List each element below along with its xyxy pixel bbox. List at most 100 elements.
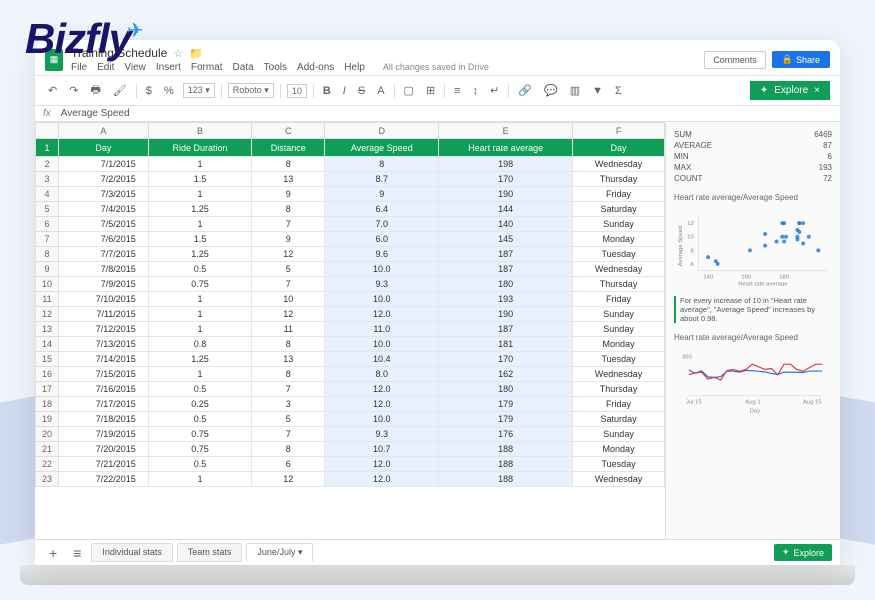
fill-color-icon[interactable]: ▢ [401, 82, 417, 99]
cell[interactable]: Saturday [573, 412, 665, 427]
header-cell[interactable]: Distance [252, 139, 325, 157]
cell[interactable]: 198 [439, 157, 573, 172]
cell[interactable]: 7/14/2015 [59, 352, 149, 367]
cell[interactable]: Thursday [573, 382, 665, 397]
cell[interactable]: 7 [252, 382, 325, 397]
cell[interactable]: 188 [439, 472, 573, 487]
col-header[interactable]: E [439, 123, 573, 139]
row-header[interactable]: 5 [36, 202, 59, 217]
cell[interactable]: 190 [439, 307, 573, 322]
cell[interactable]: Friday [573, 397, 665, 412]
cell[interactable]: 1 [148, 292, 251, 307]
cell[interactable]: 176 [439, 427, 573, 442]
cell[interactable]: Sunday [573, 307, 665, 322]
cell[interactable]: 10.0 [325, 412, 439, 427]
sheet-tab[interactable]: Individual stats [91, 543, 173, 562]
cell[interactable]: 0.8 [148, 337, 251, 352]
cell[interactable]: 8 [252, 442, 325, 457]
cell[interactable]: 12 [252, 472, 325, 487]
cell[interactable]: 0.75 [148, 277, 251, 292]
menu-insert[interactable]: Insert [156, 62, 181, 73]
col-header[interactable]: D [325, 123, 439, 139]
align-icon[interactable]: ≡ [451, 83, 463, 99]
row-header[interactable]: 22 [36, 457, 59, 472]
cell[interactable]: 180 [439, 277, 573, 292]
currency-icon[interactable]: $ [143, 83, 155, 99]
col-header[interactable]: B [148, 123, 251, 139]
undo-icon[interactable]: ↶ [45, 82, 60, 99]
cell[interactable]: 8 [252, 157, 325, 172]
cell[interactable]: 0.5 [148, 412, 251, 427]
cell[interactable]: Tuesday [573, 457, 665, 472]
cell[interactable]: Tuesday [573, 352, 665, 367]
cell[interactable]: 7/10/2015 [59, 292, 149, 307]
star-icon[interactable]: ☆ [173, 47, 183, 60]
cell[interactable]: 7 [252, 217, 325, 232]
cell[interactable]: 9 [325, 187, 439, 202]
cell[interactable]: 12 [252, 247, 325, 262]
cell[interactable]: 9.3 [325, 277, 439, 292]
header-cell[interactable]: Average Speed [325, 139, 439, 157]
cell[interactable]: Sunday [573, 427, 665, 442]
strike-icon[interactable]: S [355, 83, 368, 99]
cell[interactable]: 8 [252, 367, 325, 382]
cell[interactable]: Wednesday [573, 262, 665, 277]
cell[interactable]: 7/22/2015 [59, 472, 149, 487]
explore-button[interactable]: ✦ Explore [774, 544, 832, 561]
menu-tools[interactable]: Tools [264, 62, 287, 73]
valign-icon[interactable]: ↕ [470, 83, 482, 99]
cell[interactable]: 1 [148, 472, 251, 487]
italic-icon[interactable]: I [340, 83, 349, 99]
cell[interactable]: 10 [252, 292, 325, 307]
row-header[interactable]: 18 [36, 397, 59, 412]
bold-icon[interactable]: B [320, 83, 334, 99]
filter-icon[interactable]: ▼ [589, 83, 606, 99]
text-color-icon[interactable]: A [374, 83, 387, 99]
row-header[interactable]: 1 [36, 139, 59, 157]
cell[interactable]: Monday [573, 442, 665, 457]
cell[interactable]: 7/6/2015 [59, 232, 149, 247]
cell[interactable]: 5 [252, 262, 325, 277]
row-header[interactable]: 20 [36, 427, 59, 442]
cell[interactable]: Saturday [573, 202, 665, 217]
chart-icon[interactable]: ▥ [567, 82, 583, 99]
row-header[interactable]: 4 [36, 187, 59, 202]
font-size[interactable]: 10 [287, 84, 307, 98]
cell[interactable]: 7/9/2015 [59, 277, 149, 292]
cell[interactable]: Friday [573, 292, 665, 307]
row-header[interactable]: 14 [36, 337, 59, 352]
functions-icon[interactable]: Σ [612, 83, 625, 99]
cell[interactable]: 9 [252, 232, 325, 247]
menu-file[interactable]: File [71, 62, 87, 73]
cell[interactable]: 7 [252, 427, 325, 442]
row-header[interactable]: 6 [36, 217, 59, 232]
cell[interactable]: 8.7 [325, 172, 439, 187]
row-header[interactable]: 19 [36, 412, 59, 427]
cell[interactable]: 187 [439, 247, 573, 262]
cell[interactable]: 11 [252, 322, 325, 337]
cell[interactable]: 1.25 [148, 247, 251, 262]
cell[interactable]: 8 [325, 157, 439, 172]
cell[interactable]: 9.6 [325, 247, 439, 262]
menu-view[interactable]: View [124, 62, 146, 73]
cell[interactable]: 7/8/2015 [59, 262, 149, 277]
header-cell[interactable]: Day [573, 139, 665, 157]
cell[interactable]: Thursday [573, 277, 665, 292]
cell[interactable]: 8 [252, 202, 325, 217]
cell[interactable]: Thursday [573, 172, 665, 187]
cell[interactable]: 7/1/2015 [59, 157, 149, 172]
cell[interactable]: 7/2/2015 [59, 172, 149, 187]
row-header[interactable]: 3 [36, 172, 59, 187]
cell[interactable]: 0.5 [148, 382, 251, 397]
cell[interactable]: 3 [252, 397, 325, 412]
cell[interactable]: 180 [439, 382, 573, 397]
cell[interactable]: 12.0 [325, 382, 439, 397]
spreadsheet-area[interactable]: ABCDEF1DayRide DurationDistanceAverage S… [35, 122, 665, 539]
cell[interactable]: 12.0 [325, 307, 439, 322]
header-cell[interactable]: Day [59, 139, 149, 157]
row-header[interactable]: 2 [36, 157, 59, 172]
cell[interactable]: 188 [439, 442, 573, 457]
cell[interactable]: 187 [439, 262, 573, 277]
cell[interactable]: Wednesday [573, 157, 665, 172]
cell[interactable]: 7/3/2015 [59, 187, 149, 202]
